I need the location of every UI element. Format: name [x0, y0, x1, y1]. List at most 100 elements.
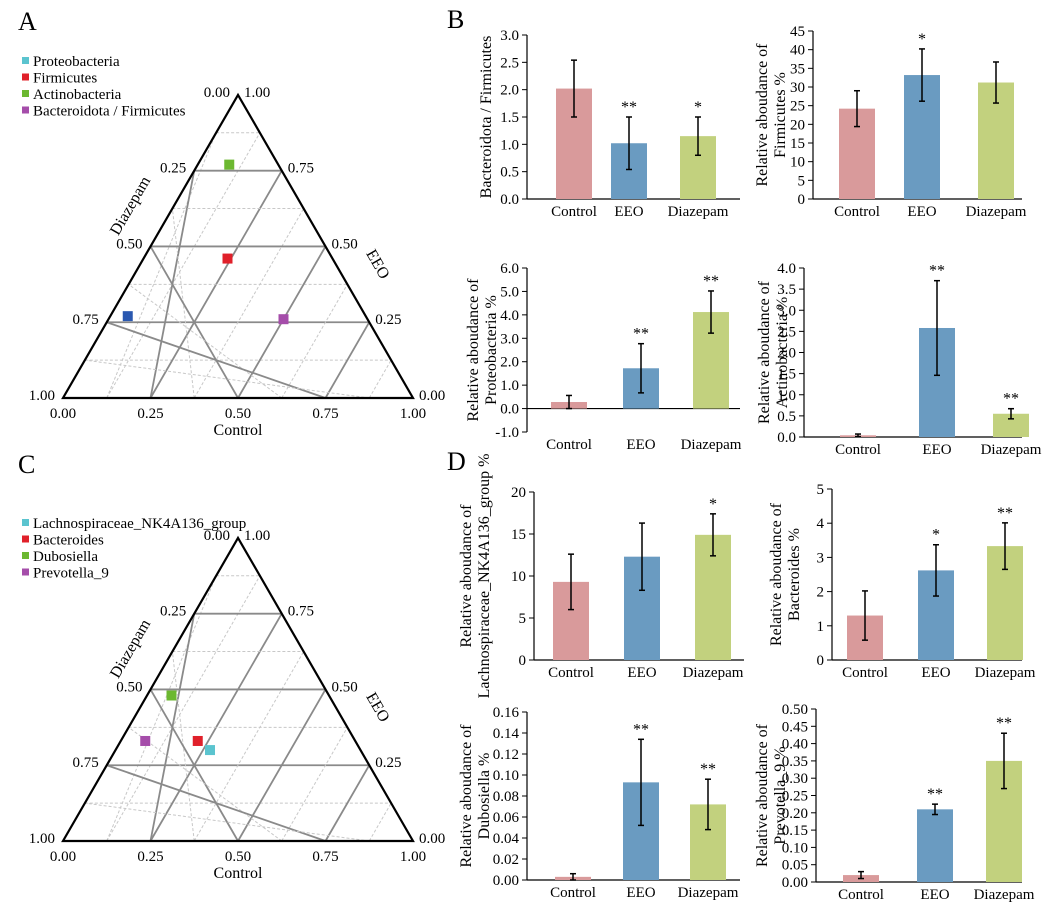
ternary-right-tick: 0.50	[332, 236, 358, 252]
y-tick-label: 5	[519, 611, 527, 627]
ternary-right-tick: 0.75	[288, 161, 314, 177]
ternary-point	[166, 690, 177, 701]
x-category-label: Control	[550, 885, 596, 901]
y-axis-label: Lachnospiraceae_NK4A136_group %	[476, 454, 493, 699]
x-category-label: EEO	[922, 442, 951, 458]
legend-label: Dubosiella	[33, 549, 98, 565]
y-tick-label: 0.5	[500, 165, 519, 181]
panel-label-d: D	[447, 447, 466, 476]
y-tick-label: 0	[519, 653, 527, 669]
x-category-label: EEO	[626, 885, 655, 901]
significance-marker: *	[932, 527, 940, 544]
y-axis-label: Proteobacteria %	[483, 295, 500, 405]
y-axis-label: Dubosiella %	[476, 753, 493, 840]
ternary-point	[140, 735, 151, 746]
chart-layer: 0.00 0.25 0.50 0.75 1.000.000.250.500.751.00…	[22, 24, 1042, 903]
y-tick-label: 2	[817, 585, 825, 601]
y-tick-label: 0.35	[782, 754, 808, 770]
y-tick-label: 0	[817, 653, 825, 669]
ternary-axis-label-diazepam: Diazepam	[107, 173, 154, 238]
significance-marker: **	[997, 505, 1013, 522]
bar	[993, 413, 1029, 437]
ternary-gridline	[84, 802, 370, 842]
ternary-gridline	[84, 359, 370, 399]
bar-chart-b2: 0 5 10 15 20 25 30 35 40 45 Relative aboudance of F…	[754, 24, 1027, 220]
legend-label: Actinobacteria	[33, 87, 122, 103]
y-axis-label: Relative aboudance of	[458, 724, 475, 868]
y-tick-label: 0.0	[500, 192, 519, 208]
x-category-label: Diazepam	[974, 887, 1035, 903]
ternary-left-tick: 0.00	[204, 85, 230, 101]
y-axis-label: Bacteroidota / Firmicutes	[478, 36, 495, 199]
y-axis-label: Actinobacteria %	[774, 297, 791, 409]
y-tick-label: 0.10	[493, 768, 519, 784]
ternary-left-tick: 0.75	[73, 312, 99, 328]
significance-marker: **	[700, 761, 716, 778]
x-category-label: EEO	[920, 887, 949, 903]
ternary-gridline	[324, 321, 371, 399]
ternary-left-tick: 0.25	[160, 604, 186, 620]
ternary-gridline	[324, 764, 371, 842]
y-tick-label: 1.0	[500, 378, 519, 394]
y-tick-label: 0.0	[500, 402, 519, 418]
ternary-point	[122, 311, 133, 322]
legend-swatch	[22, 57, 29, 64]
y-tick-label: 0.40	[782, 737, 808, 753]
ternary-right-tick: 0.25	[375, 755, 401, 771]
y-tick-label: 1.0	[777, 388, 796, 404]
y-tick-label: 10	[511, 569, 526, 585]
y-axis-label: Relative aboudance of	[754, 43, 771, 187]
ternary-gridline	[106, 575, 261, 842]
ternary-axis-label-control: Control	[214, 422, 263, 439]
legend-label: Firmicutes	[33, 71, 97, 87]
ternary-bottom-tick: 1.00	[400, 406, 426, 422]
ternary-left-tick: 1.00	[29, 388, 55, 404]
ternary-gridline	[281, 284, 348, 399]
x-category-label: Control	[838, 887, 884, 903]
legend-swatch	[22, 568, 29, 576]
ternary-bottom-tick: 0.00	[50, 849, 76, 865]
legend-swatch	[22, 519, 29, 526]
ternary-left-tick: 0.25	[160, 161, 186, 177]
ternary-gridline	[149, 688, 239, 842]
y-tick-label: 0.10	[782, 840, 808, 856]
y-tick-label: 2.0	[500, 83, 519, 99]
y-tick-label: 2.0	[500, 355, 519, 371]
x-category-label: Diazepam	[966, 204, 1027, 220]
panel-label-b: B	[447, 5, 464, 34]
ternary-right-tick: 0.50	[332, 679, 358, 695]
significance-marker: **	[621, 99, 637, 116]
y-tick-label: 0.25	[782, 789, 808, 805]
ternary-gridline	[106, 764, 326, 842]
ternary-axis-label-eeo: EEO	[362, 690, 392, 725]
ternary-axis-label-control: Control	[214, 865, 263, 882]
bar-chart-d3: 0.00 0.02 0.04 0.06 0.08 0.10 0.12 0.14 0.16 Rela…	[458, 705, 740, 901]
significance-marker: **	[1003, 391, 1019, 408]
ternary-right-tick: 0.25	[375, 312, 401, 328]
y-tick-label: 20	[511, 485, 526, 501]
bar-chart-d4: 0.000.05 0.100.150.200.25 0.300.350.40 0.45…	[754, 702, 1035, 903]
bar-chart-d2: 0 1 2 3 4 5 Relative aboudance of Bacteroides %…	[768, 482, 1036, 681]
legend-label: Proteobacteria	[33, 54, 120, 70]
y-axis-label: Relative aboudance of	[754, 723, 771, 867]
x-category-label: Control	[551, 204, 597, 220]
significance-marker: *	[918, 31, 926, 48]
ternary-gridline	[106, 575, 217, 842]
y-tick-label: 0.00	[782, 875, 808, 891]
x-category-label: Diazepam	[668, 204, 729, 220]
ternary-gridline	[106, 132, 217, 399]
y-tick-label: 0.15	[782, 823, 808, 839]
y-tick-label: 0.45	[782, 719, 808, 735]
ternary-point	[192, 735, 203, 746]
y-tick-label: 15	[511, 527, 526, 543]
y-tick-label: 45	[790, 24, 805, 40]
y-tick-label: 0.08	[493, 789, 519, 805]
ternary-point	[222, 253, 233, 264]
ternary-left-tick: 0.00	[204, 528, 230, 544]
y-tick-label: 2.5	[777, 324, 796, 340]
y-tick-label: 40	[790, 43, 805, 59]
ternary-gridline	[368, 802, 392, 842]
x-category-label: Diazepam	[683, 665, 744, 681]
x-category-label: EEO	[627, 665, 656, 681]
